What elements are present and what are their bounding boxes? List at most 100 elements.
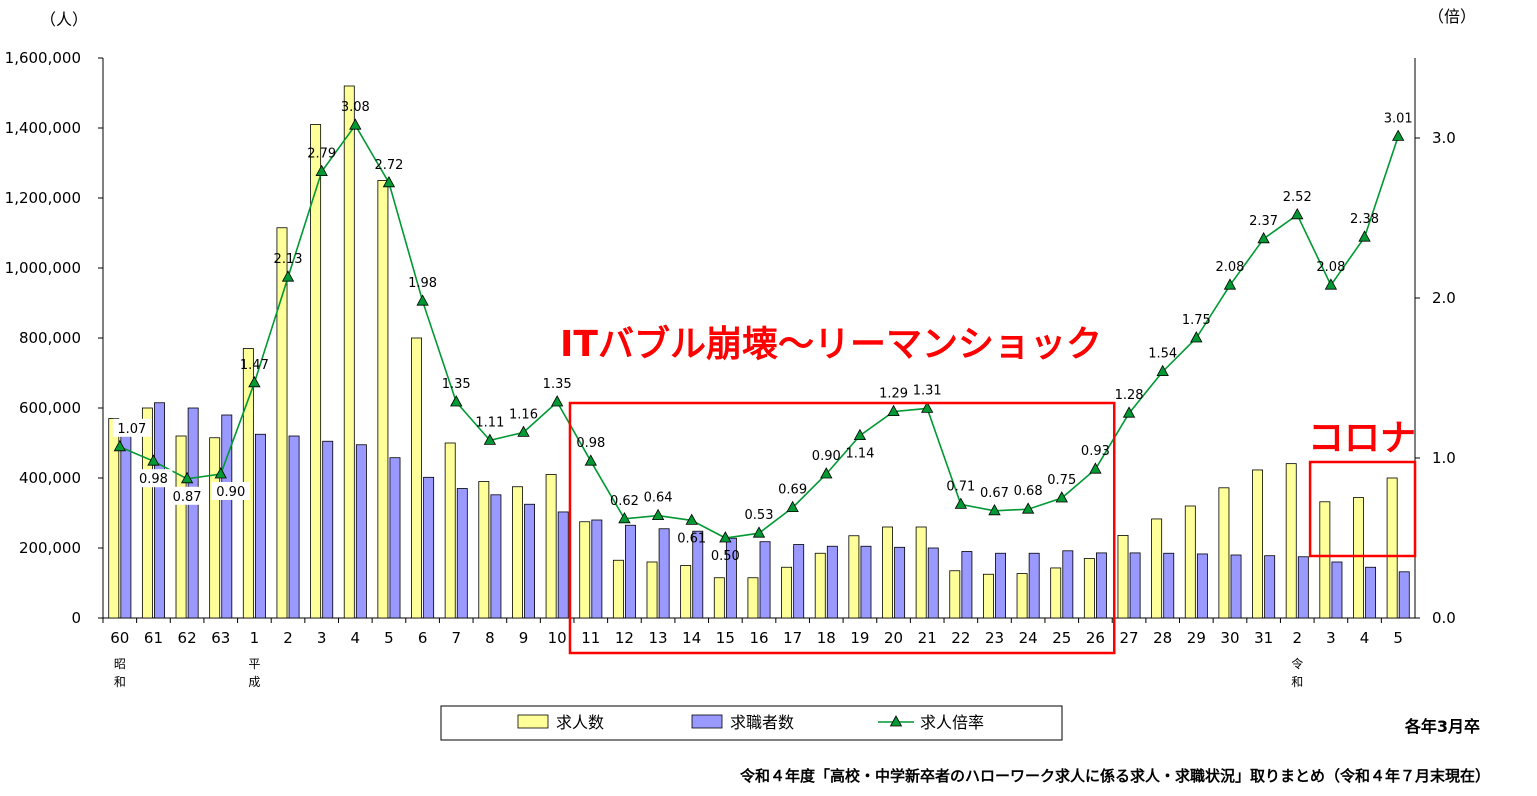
ratio-data-label: 2.08	[1316, 260, 1345, 275]
annotation-corona: コロナ	[1308, 418, 1416, 459]
bar-kyushoku	[591, 519, 603, 619]
x-tick-label: 28	[1153, 629, 1172, 647]
ratio-data-label: 0.71	[946, 479, 975, 494]
ratio-marker	[450, 395, 463, 407]
bar-kyujin	[612, 559, 624, 619]
ratio-data-label: 0.53	[745, 508, 774, 523]
era-label: 令和	[1291, 656, 1303, 689]
bar-kyujin	[1386, 477, 1398, 619]
ratio-data-label: 2.37	[1249, 214, 1278, 229]
ratio-marker	[1021, 502, 1035, 514]
ratio-data-label: 2.08	[1215, 260, 1244, 275]
ratio-label-bg	[168, 486, 207, 505]
annotation-box-it-bubble	[568, 401, 1116, 655]
bar-kyujin	[209, 437, 221, 619]
bar-kyushoku	[254, 433, 266, 619]
bar-kyushoku	[423, 476, 435, 619]
bar-kyujin	[747, 577, 759, 619]
bar-kyushoku	[692, 530, 704, 619]
x-tick-label: 31	[1254, 629, 1273, 647]
bar-kyushoku	[1297, 556, 1309, 619]
bar-kyushoku	[221, 414, 233, 619]
x-tick-label: 1	[250, 629, 260, 647]
x-tick-label: 16	[749, 629, 768, 647]
bar-kyushoku	[389, 457, 401, 619]
ratio-label-bg	[211, 482, 250, 500]
ratio-marker	[1291, 207, 1304, 220]
x-tick-label: 60	[110, 629, 129, 647]
ratio-data-label: 1.35	[442, 377, 471, 392]
ratio-marker	[113, 439, 126, 452]
bar-kyujin	[1285, 463, 1297, 619]
bar-kyushoku	[524, 503, 536, 619]
ratio-data-label: 1.14	[845, 447, 874, 462]
x-tick-label: 15	[716, 629, 735, 647]
bar-kyujin	[882, 526, 893, 619]
x-tick-label: 11	[581, 629, 600, 647]
ratio-data-label: 1.98	[408, 276, 437, 291]
bar-kyushoku	[927, 547, 939, 619]
ratio-marker	[1257, 231, 1270, 244]
ratio-data-label: 2.72	[374, 158, 403, 173]
bar-kyujin	[1319, 501, 1331, 619]
right-tick-label: 2.0	[1432, 289, 1456, 307]
bar-kyujin	[915, 526, 927, 619]
bar-kyujin	[545, 474, 557, 619]
ratio-data-label: 0.90	[216, 485, 245, 500]
bar-kyushoku	[1398, 571, 1410, 619]
ratio-marker	[820, 467, 833, 479]
bar-kyujin	[1218, 487, 1230, 619]
ratio-marker	[618, 511, 631, 524]
ratio-data-label: 1.28	[1115, 388, 1144, 403]
ratio-data-label: 2.13	[274, 252, 303, 267]
note-graduation: 各年3月卒	[1404, 717, 1480, 736]
bar-kyushoku	[322, 440, 334, 619]
bar-kyushoku	[725, 537, 737, 619]
ratio-marker	[1190, 331, 1203, 343]
era-label: 平成	[248, 657, 260, 689]
bar-kyushoku	[456, 488, 468, 619]
ratio-marker	[651, 508, 665, 520]
ratio-data-label: 0.64	[644, 491, 673, 506]
x-tick-label: 22	[951, 629, 970, 647]
x-tick-label: 24	[1019, 629, 1038, 647]
ratio-marker	[1122, 406, 1136, 418]
ratio-marker	[214, 467, 227, 479]
right-tick-label: 1.0	[1432, 449, 1456, 467]
bar-kyujin	[310, 124, 322, 619]
ratio-marker	[147, 454, 160, 466]
bar-kyujin	[1252, 469, 1264, 619]
bar-kyujin	[814, 552, 826, 619]
bar-kyushoku	[355, 444, 367, 619]
ratio-data-label: 2.52	[1283, 190, 1312, 205]
bar-kyujin	[444, 442, 456, 619]
annotation-box-corona	[1308, 460, 1417, 558]
bar-kyushoku	[1331, 561, 1343, 619]
bar-kyushoku	[1062, 550, 1074, 619]
ratio-marker	[248, 375, 261, 388]
bar-kyujin	[1184, 505, 1196, 619]
ratio-marker	[887, 404, 900, 417]
ratio-marker	[853, 428, 867, 441]
bar-kyushoku	[759, 541, 771, 619]
bar-kyushoku	[1230, 554, 1242, 619]
right-tick-label: 0.0	[1432, 609, 1456, 627]
bar-kyujin	[949, 570, 961, 619]
bar-kyujin	[276, 227, 288, 619]
ratio-marker	[786, 500, 799, 513]
ratio-data-label: 1.11	[475, 415, 504, 430]
ratio-label-bg	[112, 418, 151, 437]
right-tick-label: 3.0	[1432, 129, 1456, 147]
x-tick-label: 20	[884, 629, 903, 647]
bar-kyushoku	[894, 546, 906, 619]
x-tick-label: 26	[1086, 629, 1105, 647]
left-tick-label: 1,600,000	[5, 49, 81, 67]
ratio-marker	[180, 471, 194, 484]
bar-kyujin	[680, 565, 692, 619]
bar-kyushoku	[826, 545, 838, 619]
ratio-marker	[1324, 278, 1338, 290]
ratio-marker	[1089, 462, 1102, 474]
left-tick-label: 600,000	[19, 399, 81, 417]
left-tick-label: 400,000	[19, 469, 81, 487]
